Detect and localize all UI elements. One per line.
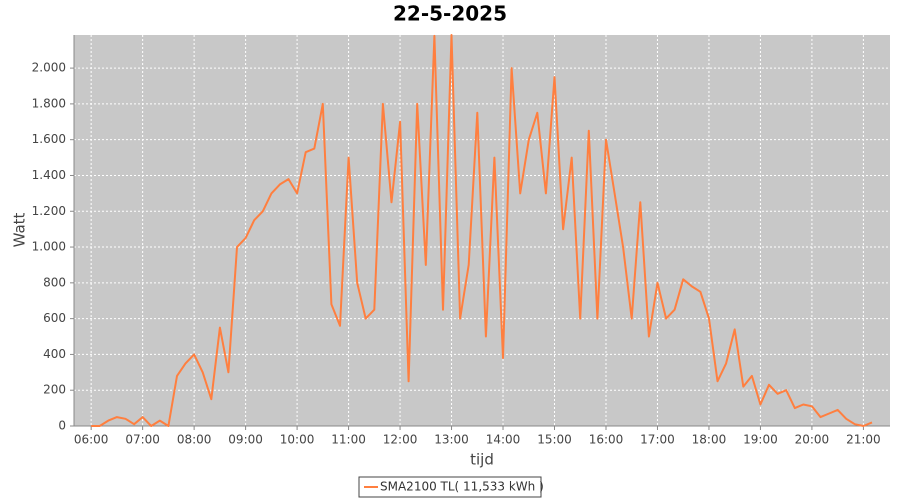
y-tick-label: 800 [43,275,66,289]
y-tick-label: 600 [43,311,66,325]
legend-label: SMA2100 TL( 11,533 kWh ) [380,480,544,494]
y-tick-label: 1.200 [32,204,66,218]
x-tick-label: 16:00 [589,433,624,447]
y-axis-label: Watt [11,212,29,247]
x-axis-label: tijd [470,451,494,469]
x-tick-label: 21:00 [846,433,881,447]
legend-box [358,476,542,498]
x-tick-label: 13:00 [434,433,469,447]
x-tick-label: 19:00 [743,433,778,447]
x-tick-label: 12:00 [383,433,418,447]
x-tick-label: 10:00 [280,433,315,447]
y-tick-label: 2.000 [32,61,66,75]
x-tick-label: 20:00 [795,433,830,447]
x-tick-label: 09:00 [228,433,263,447]
y-tick-label: 1.600 [32,132,66,146]
y-tick-label: 1.400 [32,168,66,182]
y-tick-label: 1.800 [32,96,66,110]
x-tick-label: 15:00 [537,433,572,447]
x-tick-label: 06:00 [74,433,109,447]
y-tick-label: 400 [43,347,66,361]
x-tick-label: 18:00 [692,433,727,447]
x-tick-label: 11:00 [331,433,366,447]
x-tick-label: 14:00 [486,433,521,447]
x-tick-label: 08:00 [177,433,212,447]
y-tick-label: 0 [58,419,66,433]
data-line [91,34,873,427]
y-tick-label: 200 [43,383,66,397]
x-tick-label: 17:00 [640,433,675,447]
y-tick-label: 1.000 [32,240,66,254]
chart-title: 22-5-2025 [393,2,507,26]
x-tick-label: 07:00 [125,433,160,447]
